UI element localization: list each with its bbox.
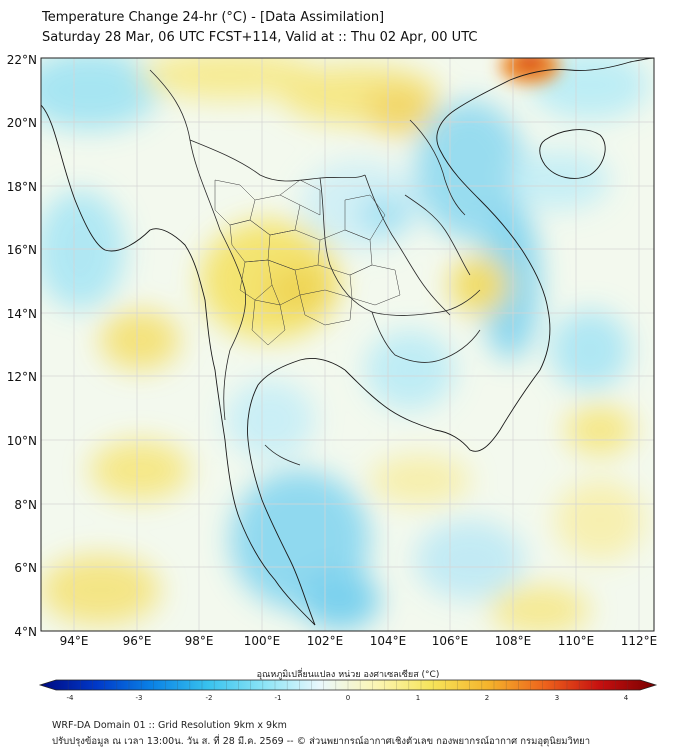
lon-axis: 94°E 96°E 98°E 100°E 102°E 104°E 106°E 1… xyxy=(60,634,658,648)
map-title: Temperature Change 24-hr (°C) - [Data As… xyxy=(42,10,385,25)
footer-model-info: WRF-DA Domain 01 :: Grid Resolution 9km … xyxy=(52,720,287,731)
lon-label: 104°E xyxy=(370,634,407,648)
colorbar-tick: 0 xyxy=(346,694,350,702)
lon-label: 108°E xyxy=(495,634,532,648)
lon-label: 106°E xyxy=(432,634,469,648)
lat-label: 14°N xyxy=(7,307,37,321)
colorbar-ticks: -4 -3 -2 -1 0 1 2 3 4 xyxy=(67,694,629,702)
footer-credit: ปรับปรุงข้อมูล ณ เวลา 13:00น. วัน ส. ที่… xyxy=(52,736,591,747)
lon-label: 96°E xyxy=(123,634,152,648)
colorbar xyxy=(38,679,658,691)
lon-label: 112°E xyxy=(621,634,658,648)
lon-label: 94°E xyxy=(60,634,89,648)
lat-label: 22°N xyxy=(7,53,37,67)
coastline xyxy=(41,58,654,626)
lat-label: 12°N xyxy=(7,370,37,384)
colorbar-tick: -4 xyxy=(67,694,75,702)
lon-label: 100°E xyxy=(244,634,281,648)
field-layer xyxy=(41,58,654,631)
lat-label: 16°N xyxy=(7,243,37,257)
lat-axis: 4°N 6°N 8°N 10°N 12°N 14°N 16°N 18°N 20°… xyxy=(7,53,37,639)
lat-label: 4°N xyxy=(14,625,37,639)
colorbar-tick: -3 xyxy=(136,694,143,702)
lat-label: 20°N xyxy=(7,116,37,130)
colorbar-tick: 3 xyxy=(555,694,559,702)
colorbar-bar xyxy=(38,679,658,691)
colorbar-label: อุณหภูมิเปลี่ยนแปลง หน่วย องศาเซลเซียส (… xyxy=(257,667,440,680)
graticule xyxy=(41,58,654,631)
plot-frame xyxy=(40,57,655,632)
colorbar-tick: -2 xyxy=(206,694,213,702)
colorbar-tick: 1 xyxy=(416,694,420,702)
lat-label: 6°N xyxy=(14,561,37,575)
map-subtitle: Saturday 28 Mar, 06 UTC FCST+114, Valid … xyxy=(42,30,478,45)
lat-label: 10°N xyxy=(7,434,37,448)
lon-label: 98°E xyxy=(185,634,214,648)
colorbar-tick: 4 xyxy=(624,694,629,702)
lon-label: 102°E xyxy=(307,634,344,648)
province-borders xyxy=(214,179,401,346)
colorbar-tick: -1 xyxy=(275,694,282,702)
colorbar-tick: 2 xyxy=(485,694,489,702)
lat-label: 18°N xyxy=(7,180,37,194)
lon-label: 110°E xyxy=(558,634,595,648)
lat-label: 8°N xyxy=(14,498,37,512)
